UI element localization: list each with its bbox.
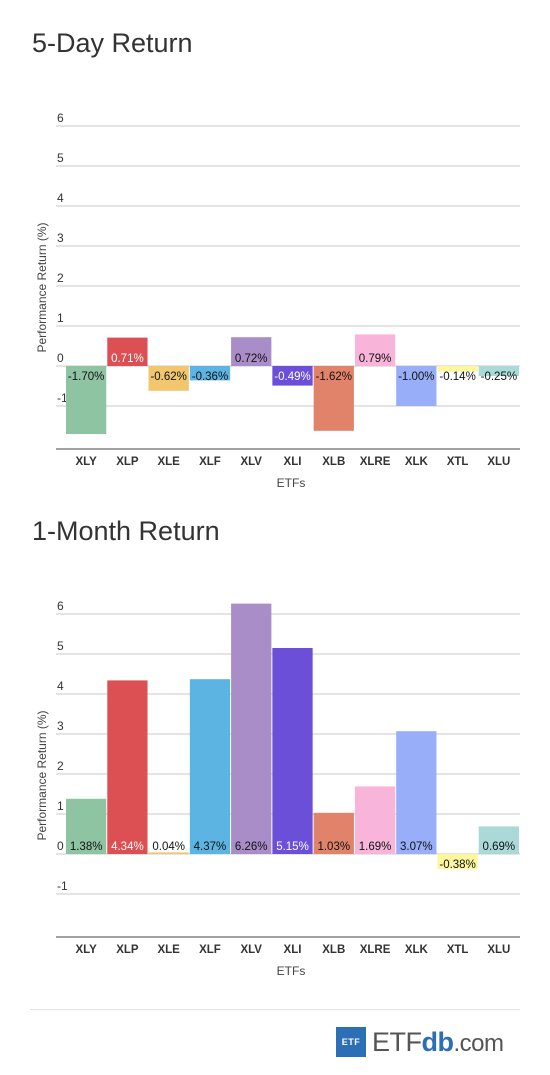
chart-1month-return: 6 5 4 3 2 1 0 -1 1.38% XLY 4.34% XLP 0.04% XLE 4.37% XL… <box>35 599 520 976</box>
x-tick-label: XTL <box>447 456 469 468</box>
data-label: 0.71% <box>111 353 144 365</box>
y-tick-label: 3 <box>57 231 64 245</box>
bar-xlv <box>231 603 272 854</box>
data-label: -1.70% <box>68 371 104 383</box>
footer-divider <box>30 1009 520 1010</box>
bar-xlk <box>396 366 437 406</box>
data-label: -0.14% <box>439 371 475 383</box>
data-label: 4.34% <box>111 841 144 853</box>
bar-xle <box>148 366 189 391</box>
bar-xle <box>148 852 189 854</box>
bar-xlb <box>313 812 354 854</box>
x-tick-label: XLK <box>405 456 429 468</box>
data-label: -0.49% <box>274 371 310 383</box>
y-tick-label: 0 <box>57 839 64 853</box>
bar-xlu <box>478 366 519 376</box>
data-label: -0.38% <box>439 859 475 871</box>
y-tick-label: 1 <box>57 311 64 325</box>
bar-xlf <box>189 679 231 854</box>
y-tick-label: -1 <box>57 391 68 405</box>
y-tick-label: 5 <box>57 151 64 165</box>
bar-xlre <box>354 334 396 366</box>
data-label: -0.25% <box>481 371 517 383</box>
x-tick-label: XLB <box>322 944 345 956</box>
bar-xli <box>272 366 313 386</box>
y-tick-label: 0 <box>57 351 64 365</box>
bar-xli <box>272 648 313 854</box>
data-label: 1.69% <box>359 841 392 853</box>
x-tick-label: XLU <box>487 456 510 468</box>
x-tick-label: XLU <box>487 944 510 956</box>
bar-xlf <box>189 366 231 381</box>
y-tick-label: 4 <box>57 191 64 205</box>
x-tick-label: XLE <box>157 944 180 956</box>
x-tick-label: XLK <box>405 944 429 956</box>
data-label: 0.04% <box>152 841 185 853</box>
y-axis-title: Performance Return (%) <box>35 222 49 352</box>
data-label: -0.62% <box>150 371 186 383</box>
y-tick-label: 6 <box>57 111 64 125</box>
bar-xtl <box>437 854 478 870</box>
x-tick-label: XLI <box>284 456 302 468</box>
y-tick-label: 4 <box>57 679 64 693</box>
y-tick-label: 2 <box>57 759 64 773</box>
x-tick-label: XLF <box>199 456 221 468</box>
bar-xly <box>66 798 107 854</box>
x-tick-label: XLP <box>116 456 139 468</box>
chart-5day-return: 6 5 4 3 2 1 0 -1-1.70% XLY 0.71% XLP -0.62% XLE -0.36… <box>35 111 520 488</box>
bar-xly <box>66 366 107 434</box>
x-tick-label: XLRE <box>360 456 391 468</box>
y-tick-label: 1 <box>57 799 64 813</box>
x-tick-label: XLV <box>240 456 262 468</box>
x-tick-label: XTL <box>447 944 469 956</box>
data-label: 0.79% <box>359 353 392 365</box>
data-label: -0.36% <box>192 371 228 383</box>
data-label: 1.03% <box>317 841 350 853</box>
x-tick-label: XLY <box>75 456 97 468</box>
bar-xlk <box>396 731 437 854</box>
y-tick-label: 2 <box>57 271 64 285</box>
y-tick-label: 6 <box>57 599 64 613</box>
data-label: 0.72% <box>235 353 268 365</box>
x-axis-title: ETFs <box>277 476 306 488</box>
y-tick-label: 3 <box>57 719 64 733</box>
x-tick-label: XLI <box>284 944 302 956</box>
bar-xlv <box>231 337 272 366</box>
x-tick-label: XLB <box>322 456 345 468</box>
y-axis-title: Performance Return (%) <box>35 710 49 840</box>
data-label: 4.37% <box>194 841 227 853</box>
etf-badge-icon: ETF <box>336 1027 366 1057</box>
x-axis-title: ETFs <box>277 964 306 976</box>
x-tick-label: XLY <box>75 944 97 956</box>
data-label: 3.07% <box>400 841 433 853</box>
bar-xtl <box>437 366 478 372</box>
x-tick-label: XLP <box>116 944 139 956</box>
bar-xlb <box>313 366 354 431</box>
data-label: -1.00% <box>398 371 434 383</box>
bar-xlre <box>354 786 396 854</box>
x-tick-label: XLRE <box>360 944 391 956</box>
data-label: 0.69% <box>483 841 516 853</box>
x-tick-label: XLV <box>240 944 262 956</box>
data-label: 6.26% <box>235 841 268 853</box>
data-label: 1.38% <box>70 841 103 853</box>
y-tick-label: 5 <box>57 639 64 653</box>
logo-wordmark: ETFdb.com <box>372 1026 504 1057</box>
bar-xlp <box>107 680 148 854</box>
chart-title-1month: 1-Month Return <box>32 516 220 546</box>
y-tick-label: -1 <box>57 879 68 893</box>
bar-xlu <box>478 826 519 854</box>
bar-xlp <box>107 337 148 366</box>
x-tick-label: XLF <box>199 944 221 956</box>
data-label: 5.15% <box>276 841 309 853</box>
etfdb-logo[interactable]: ETF ETFdb.com <box>336 1026 504 1058</box>
chart-title-5day: 5-Day Return <box>32 28 193 58</box>
x-tick-label: XLE <box>157 456 180 468</box>
data-label: -1.62% <box>316 371 352 383</box>
